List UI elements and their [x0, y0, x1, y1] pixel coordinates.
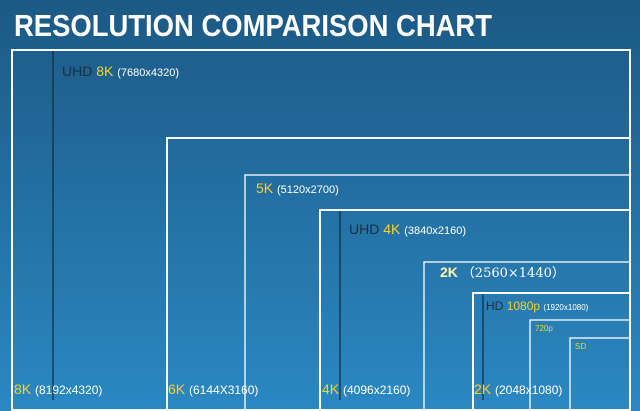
name: 5K	[256, 180, 274, 196]
resolution: (2048x1080)	[495, 383, 562, 397]
resolution: (8192x4320)	[35, 383, 102, 397]
label-sd: SD	[575, 342, 586, 351]
label-4k: 4K (4096x2160)	[322, 381, 410, 397]
name: 6K	[168, 381, 186, 397]
label-2k: 2K (2048x1080)	[474, 381, 562, 397]
label-uhd-8k: UHD 8K (7680x4320)	[62, 63, 179, 79]
name: 2K	[440, 264, 458, 280]
prefix: UHD	[62, 63, 92, 79]
resolution: (6144X3160)	[189, 383, 258, 397]
resolution: （2560×1440）	[462, 266, 565, 281]
resolution: (1920x1080)	[543, 303, 588, 312]
title: RESOLUTION COMPARISON CHART	[14, 8, 492, 43]
name: 4K	[383, 221, 401, 237]
label-uhd-4k: UHD 4K (3840x2160)	[349, 221, 466, 237]
label-hd-1080p: HD 1080p (1920x1080)	[486, 299, 589, 313]
name: 4K	[322, 381, 340, 397]
name: 8K	[14, 381, 32, 397]
resolution: (4096x2160)	[343, 383, 410, 397]
prefix: UHD	[349, 221, 379, 237]
name: 2K	[474, 381, 492, 397]
resolution: (5120x2700)	[277, 184, 339, 196]
label-6k: 6K (6144X3160)	[168, 381, 258, 397]
label-2560: 2K （2560×1440）	[440, 264, 565, 281]
resolution: (7680x4320)	[117, 67, 179, 79]
box-sd	[569, 337, 631, 411]
label-5k: 5K (5120x2700)	[256, 180, 339, 196]
label-720p: 720p	[535, 324, 553, 333]
label-8k: 8K (8192x4320)	[14, 381, 102, 397]
prefix: HD	[486, 299, 504, 313]
resolution: (3840x2160)	[404, 225, 466, 237]
name: 8K	[96, 63, 114, 79]
name: 1080p	[507, 299, 541, 313]
